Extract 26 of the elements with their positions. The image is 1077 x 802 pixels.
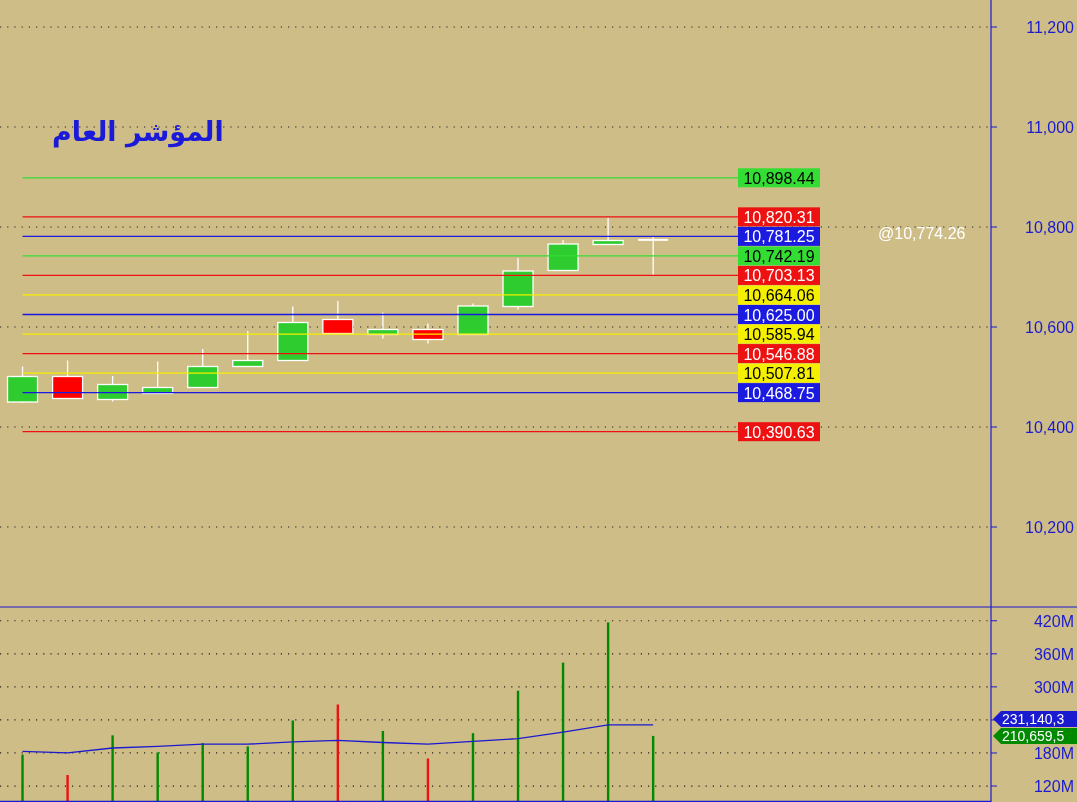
- ref-line-label: 10,664.06: [743, 286, 815, 304]
- annotation: @10,774.26: [878, 224, 966, 242]
- y-tick-label: 300M: [1033, 678, 1074, 696]
- ref-line-label: 10,898.44: [743, 169, 815, 187]
- ref-line-label: 10,742.19: [743, 247, 815, 265]
- y-tick-label: 10,400: [1025, 419, 1075, 436]
- line-series: [21, 724, 654, 754]
- ref-line-label: 10,625.00: [743, 306, 815, 324]
- ref-line-label: 10,585.94: [743, 326, 815, 344]
- y-tick-label: 10,200: [1025, 519, 1075, 536]
- y-tick-label: 180M: [1033, 744, 1074, 762]
- text: المؤشر العام: [52, 116, 224, 148]
- ref-line-label: 10,507.81: [743, 365, 815, 383]
- y-tick-label: 420M: [1033, 612, 1074, 630]
- ref-line-label: 10,820.31: [743, 208, 815, 226]
- y-tick-label: 360M: [1033, 645, 1074, 663]
- ref-line-label: 10,468.75: [743, 384, 815, 402]
- ref-line-label: 10,781.25: [743, 228, 815, 246]
- y-tick-label: 11,200: [1026, 19, 1075, 36]
- y-tick-label: 10,800: [1025, 219, 1075, 236]
- y-tick-label: 120M: [1033, 778, 1074, 796]
- ref-line-label: 10,703.13: [743, 267, 815, 285]
- ref-line-label: 10,546.88: [743, 345, 815, 363]
- y-tick-label: 11,000: [1026, 119, 1075, 136]
- y-tick-label: 10,600: [1025, 319, 1075, 336]
- ref-line-label: 10,390.63: [743, 423, 815, 441]
